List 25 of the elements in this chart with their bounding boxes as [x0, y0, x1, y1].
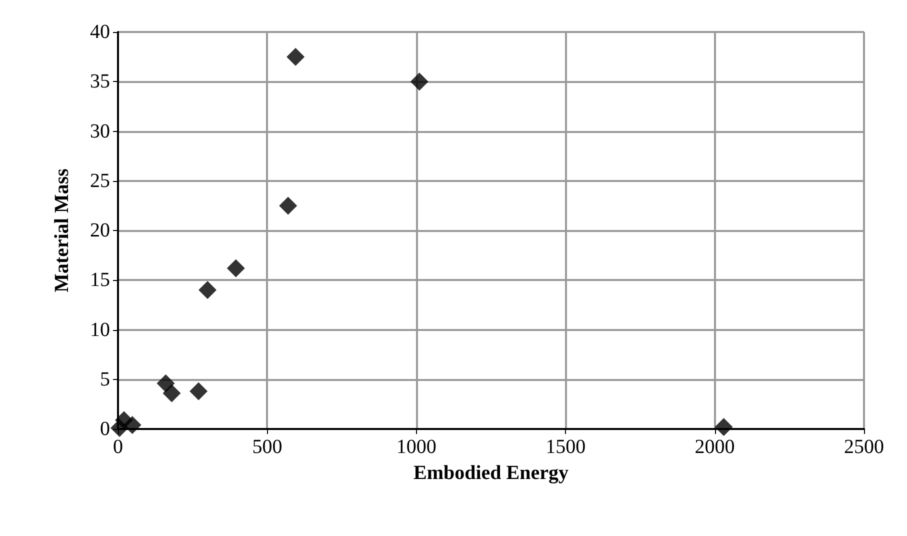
x-tick-label: 500 [252, 436, 282, 458]
y-tick-label: 0 [100, 418, 110, 440]
x-tick-label: 2500 [844, 436, 884, 458]
point [714, 418, 733, 436]
y-tick-label: 40 [90, 21, 110, 43]
y-tick-label: 35 [90, 70, 110, 93]
point [410, 72, 428, 91]
x-axis-title: Embodied Energy [413, 462, 569, 484]
point [286, 48, 305, 66]
point [226, 259, 245, 278]
y-axis-title: Material Mass [51, 168, 73, 292]
x-tick-label: 1000 [396, 436, 436, 458]
point [123, 416, 142, 434]
point [198, 281, 217, 300]
x-tick-label: 2000 [694, 436, 735, 458]
x-tick-label: 1500 [546, 436, 586, 458]
y-tick-label: 25 [90, 170, 110, 192]
y-tick-label: 10 [90, 318, 110, 341]
y-tick-label: 15 [90, 269, 110, 292]
point [162, 384, 181, 402]
point [190, 382, 208, 400]
y-tick-label: 5 [100, 368, 110, 390]
y-tick-label: 20 [90, 220, 110, 242]
point [279, 196, 298, 215]
y-tick-label: 30 [90, 120, 110, 142]
